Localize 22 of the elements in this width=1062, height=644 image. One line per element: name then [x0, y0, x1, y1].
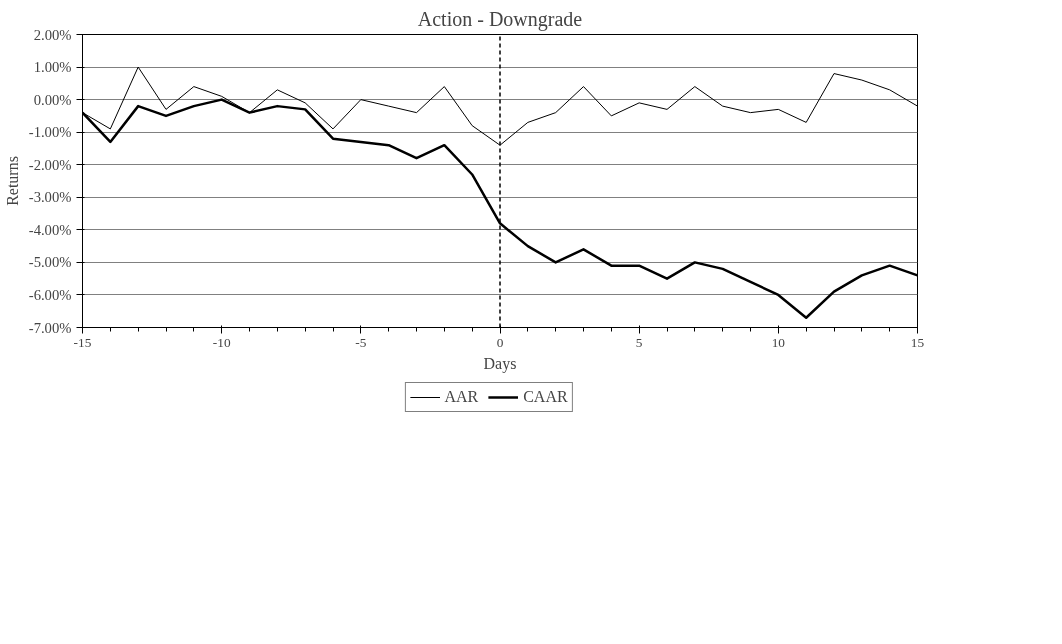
y-tick-label: -5.00%	[28, 254, 72, 271]
legend-label: AAR	[444, 388, 479, 406]
x-tick-label: -5	[355, 334, 367, 350]
y-tick-label: -6.00%	[28, 286, 72, 303]
y-tick-label: -4.00%	[28, 221, 72, 238]
legend-label: CAAR	[523, 388, 568, 406]
y-tick-label: -1.00%	[28, 124, 72, 141]
x-axis-title: Days	[483, 354, 517, 373]
y-tick-label: -3.00%	[28, 189, 72, 206]
y-tick-label: -7.00%	[28, 319, 72, 336]
y-tick-label: -2.00%	[28, 156, 72, 173]
y-tick-label: 2.00%	[33, 26, 72, 43]
x-tick-label: -10	[212, 334, 231, 350]
x-tick-label: 10	[771, 334, 786, 350]
y-axis-title: Returns	[3, 156, 21, 206]
x-tick-label: 0	[496, 334, 504, 350]
x-tick-label: 15	[910, 334, 925, 350]
x-tick-label: 5	[635, 334, 643, 350]
y-tick-label: 1.00%	[33, 59, 72, 76]
y-tick-label: 0.00%	[33, 91, 72, 108]
x-tick-label: -15	[73, 334, 92, 350]
chart-title: Action - Downgrade	[417, 7, 583, 31]
